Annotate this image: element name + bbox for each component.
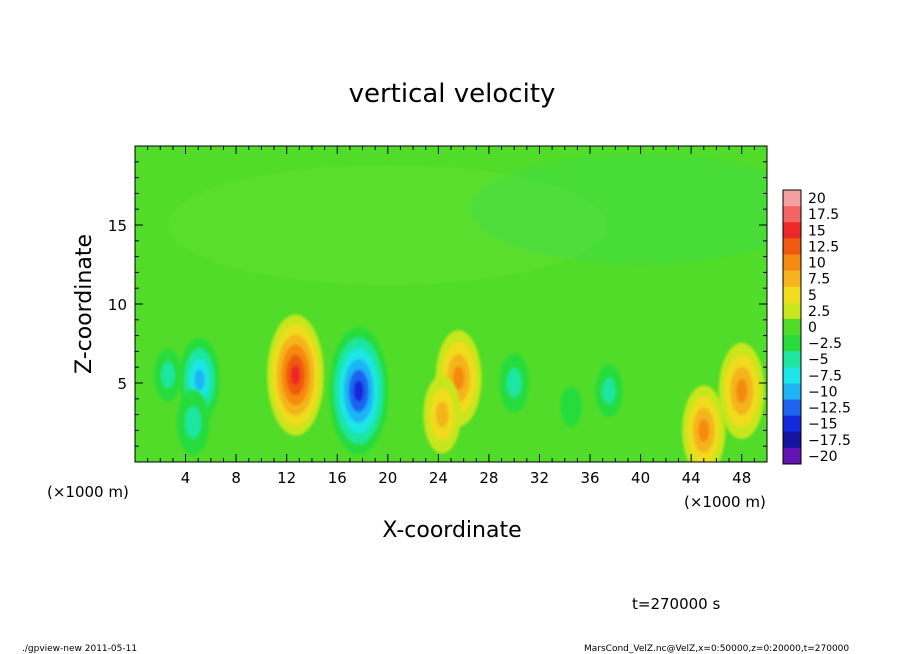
velocity-field <box>154 154 767 462</box>
colorbar-label: 2.5 <box>808 304 830 320</box>
x-tick-label: 32 <box>530 469 549 487</box>
y-tick-label: 5 <box>117 375 127 393</box>
contour-2-2 <box>185 406 202 439</box>
colorbar-cell <box>783 383 801 400</box>
y-axis-title: Z-coordinate <box>72 234 97 374</box>
y-tick-label: 15 <box>108 217 127 235</box>
contour-8-1 <box>560 386 582 427</box>
field-cell-9 <box>595 364 623 418</box>
colorbar-frame <box>782 189 802 465</box>
colorbar-label: 0 <box>808 320 817 336</box>
colorbar-label: 17.5 <box>808 207 839 223</box>
colorbar-cell <box>783 335 801 352</box>
field-cell-3 <box>267 314 324 436</box>
contour-1-4 <box>194 369 205 391</box>
colorbar-cell <box>783 238 801 255</box>
colorbar-label: −7.5 <box>808 368 842 384</box>
colorbar-cell <box>783 254 801 271</box>
x-tick-label: 40 <box>631 469 650 487</box>
colorbar-cell <box>783 286 801 304</box>
x-tick-label: 28 <box>479 469 498 487</box>
x-axis: 4 8 12 16 20 24 28 32 36 40 44 48 <box>147 146 755 487</box>
colorbar-cell <box>783 399 801 416</box>
field-cell-0 <box>154 348 182 402</box>
contour-5-4 <box>452 366 465 391</box>
colorbar-cell <box>783 222 801 239</box>
field-cell-6 <box>423 375 461 454</box>
colorbar-label: −15 <box>808 417 838 433</box>
contour-9-2 <box>602 377 616 405</box>
colorbar-label: −5 <box>808 352 829 368</box>
colorbar-label: 20 <box>808 191 826 207</box>
colorbar-cell <box>783 318 801 336</box>
contour-7-2 <box>506 368 522 398</box>
colorbar-label: −20 <box>808 449 838 465</box>
x-axis-title: X-coordinate <box>382 518 521 543</box>
colorbar-label: −12.5 <box>808 401 851 417</box>
colorbar-cell <box>783 447 801 465</box>
contour-0-2 <box>161 361 175 389</box>
field-cell-2 <box>177 389 210 456</box>
file-info: MarsCond_VelZ.nc@VelZ,x=0:50000,z=0:2000… <box>584 644 849 654</box>
field-cell-8 <box>560 386 582 427</box>
colorbar-cell <box>783 270 801 288</box>
field-cell-11 <box>718 342 765 439</box>
colorbar-cell <box>783 431 801 449</box>
y-axis: 5 10 15 <box>108 161 767 447</box>
heatmap-plot <box>134 145 768 463</box>
colorbar-label: 15 <box>808 223 826 239</box>
colorbar-cell <box>783 415 801 433</box>
colorbar-label: −2.5 <box>808 336 842 352</box>
colorbar-cell <box>783 190 801 207</box>
contour-4-6 <box>353 380 364 402</box>
colorbar-label: −10 <box>808 385 838 401</box>
chart-title: vertical velocity <box>349 79 556 109</box>
x-tick-label: 12 <box>277 469 296 487</box>
x-tick-label: 36 <box>580 469 599 487</box>
contour-11-4 <box>736 378 748 403</box>
x-tick-label: 8 <box>231 469 241 487</box>
colorbar: 2017.51512.5107.552.50−2.5−5−7.5−10−12.5… <box>782 189 851 465</box>
contour-3-6 <box>290 365 301 386</box>
colorbar-cell <box>783 302 801 320</box>
field-cell-4 <box>329 327 389 455</box>
field-cell-7 <box>499 353 529 413</box>
colorbar-cell <box>783 367 801 384</box>
x-unit-label-right: (×1000 m) <box>684 493 766 511</box>
x-tick-label: 4 <box>181 469 191 487</box>
upper-band-right <box>470 154 767 265</box>
field-cell-10 <box>682 385 726 462</box>
y-tick-label: 10 <box>108 296 127 314</box>
x-tick-label: 24 <box>429 469 448 487</box>
program-info: ./gpview-new 2011-05-11 <box>22 644 137 654</box>
x-tick-label: 44 <box>682 469 701 487</box>
x-tick-label: 20 <box>378 469 397 487</box>
x-unit-label-left: (×1000 m) <box>47 483 129 501</box>
x-tick-label: 16 <box>328 469 347 487</box>
colorbar-label: −17.5 <box>808 433 851 449</box>
contour-6-3 <box>435 401 449 428</box>
colorbar-label: 12.5 <box>808 239 839 255</box>
colorbar-label: 10 <box>808 256 826 272</box>
colorbar-cell <box>783 351 801 368</box>
time-label: t=270000 s <box>632 595 720 613</box>
contour-10-4 <box>698 419 710 442</box>
colorbar-cell <box>783 206 801 223</box>
colorbar-label: 7.5 <box>808 272 830 288</box>
colorbar-label: 5 <box>808 288 817 304</box>
x-tick-label: 48 <box>732 469 751 487</box>
